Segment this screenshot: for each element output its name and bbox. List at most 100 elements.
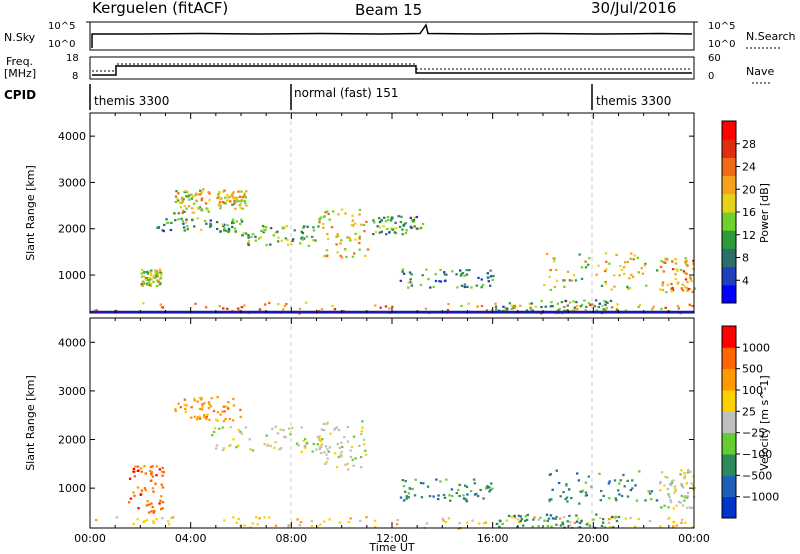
data-cell bbox=[543, 284, 546, 287]
data-cell bbox=[420, 496, 424, 499]
data-cell bbox=[216, 419, 219, 422]
data-cell bbox=[210, 397, 213, 400]
data-cell bbox=[400, 215, 403, 218]
power-panel-frame bbox=[89, 112, 695, 314]
data-cell bbox=[183, 191, 186, 194]
data-cell bbox=[325, 461, 328, 464]
data-cell bbox=[311, 450, 314, 453]
data-cell bbox=[644, 499, 647, 502]
data-cell bbox=[562, 491, 565, 494]
data-cell bbox=[674, 487, 677, 490]
data-cell bbox=[404, 480, 407, 483]
data-cell bbox=[227, 407, 230, 410]
nsky-tick-high: 10^5 bbox=[48, 21, 76, 32]
data-cell bbox=[208, 192, 211, 195]
data-cell bbox=[473, 482, 476, 485]
data-cell bbox=[579, 305, 582, 308]
data-cell bbox=[667, 493, 670, 496]
data-cell bbox=[328, 446, 332, 449]
data-cell bbox=[174, 408, 177, 411]
data-cell bbox=[382, 216, 386, 219]
data-cell bbox=[555, 515, 558, 519]
data-cell bbox=[141, 281, 144, 284]
data-cell bbox=[326, 457, 329, 460]
data-cell bbox=[522, 524, 525, 527]
data-cell bbox=[674, 272, 677, 276]
data-cell bbox=[350, 445, 354, 448]
data-cell bbox=[604, 280, 607, 284]
data-cell bbox=[374, 230, 378, 233]
station-title: Kerguelen (fitACF) bbox=[92, 0, 229, 17]
data-cell bbox=[259, 236, 262, 239]
data-cell bbox=[335, 466, 339, 469]
data-cell bbox=[224, 417, 227, 421]
data-cell bbox=[223, 519, 226, 522]
data-cell bbox=[405, 495, 408, 498]
data-cell bbox=[223, 227, 226, 230]
data-cell bbox=[229, 426, 233, 429]
data-cell bbox=[310, 524, 314, 528]
data-cell bbox=[604, 252, 608, 255]
data-cell bbox=[591, 303, 594, 306]
data-cell bbox=[325, 453, 328, 456]
data-cell bbox=[680, 484, 684, 487]
colorbar-tick-label: 12 bbox=[742, 229, 756, 242]
data-cell bbox=[568, 488, 571, 491]
noise-panel-frame bbox=[89, 21, 695, 51]
data-cell bbox=[578, 502, 581, 505]
data-cell bbox=[546, 252, 549, 255]
data-cell bbox=[604, 300, 608, 304]
data-cell bbox=[176, 197, 179, 201]
data-cell bbox=[305, 235, 309, 238]
data-cell bbox=[152, 280, 155, 283]
y-tick-label: 2000 bbox=[58, 434, 86, 447]
colorbar-tick-label: −100 bbox=[742, 448, 772, 461]
data-cell bbox=[283, 226, 286, 229]
data-cell bbox=[155, 284, 159, 288]
data-cell bbox=[219, 201, 222, 204]
data-cell bbox=[330, 226, 334, 229]
data-cell bbox=[182, 198, 185, 201]
data-cell bbox=[151, 475, 155, 478]
data-cell bbox=[488, 490, 491, 493]
data-cell bbox=[143, 465, 146, 468]
data-cell bbox=[203, 219, 207, 223]
data-cell bbox=[622, 266, 626, 269]
data-cell bbox=[251, 522, 254, 525]
data-cell bbox=[401, 268, 405, 271]
data-cell bbox=[354, 222, 357, 225]
data-cell bbox=[610, 306, 614, 309]
data-cell bbox=[274, 231, 277, 234]
data-cell bbox=[237, 444, 240, 447]
data-cell bbox=[244, 426, 247, 429]
data-cell bbox=[572, 300, 575, 303]
data-cell bbox=[504, 306, 507, 309]
data-cell bbox=[301, 231, 305, 235]
data-cell bbox=[188, 198, 191, 201]
data-cell bbox=[467, 302, 470, 305]
data-cell bbox=[132, 491, 135, 494]
data-cell bbox=[408, 271, 412, 274]
data-cell bbox=[207, 401, 211, 404]
data-cell bbox=[671, 268, 675, 271]
data-cell bbox=[346, 462, 349, 465]
data-cell bbox=[287, 243, 290, 246]
data-cell bbox=[615, 307, 619, 311]
data-cell bbox=[160, 508, 163, 511]
data-cell bbox=[510, 516, 513, 519]
data-cell bbox=[671, 260, 674, 263]
data-cell bbox=[237, 200, 240, 203]
data-cell bbox=[338, 446, 341, 449]
data-cell bbox=[362, 223, 366, 227]
data-cell bbox=[407, 281, 410, 284]
data-cell bbox=[476, 495, 480, 498]
data-cell bbox=[489, 488, 492, 491]
data-cell bbox=[442, 519, 445, 522]
data-cell bbox=[489, 284, 492, 287]
data-cell bbox=[565, 496, 569, 499]
data-cell bbox=[428, 495, 432, 498]
data-cell bbox=[604, 270, 607, 273]
data-cell bbox=[673, 485, 677, 488]
data-cell bbox=[205, 415, 208, 418]
data-cell bbox=[288, 427, 291, 430]
